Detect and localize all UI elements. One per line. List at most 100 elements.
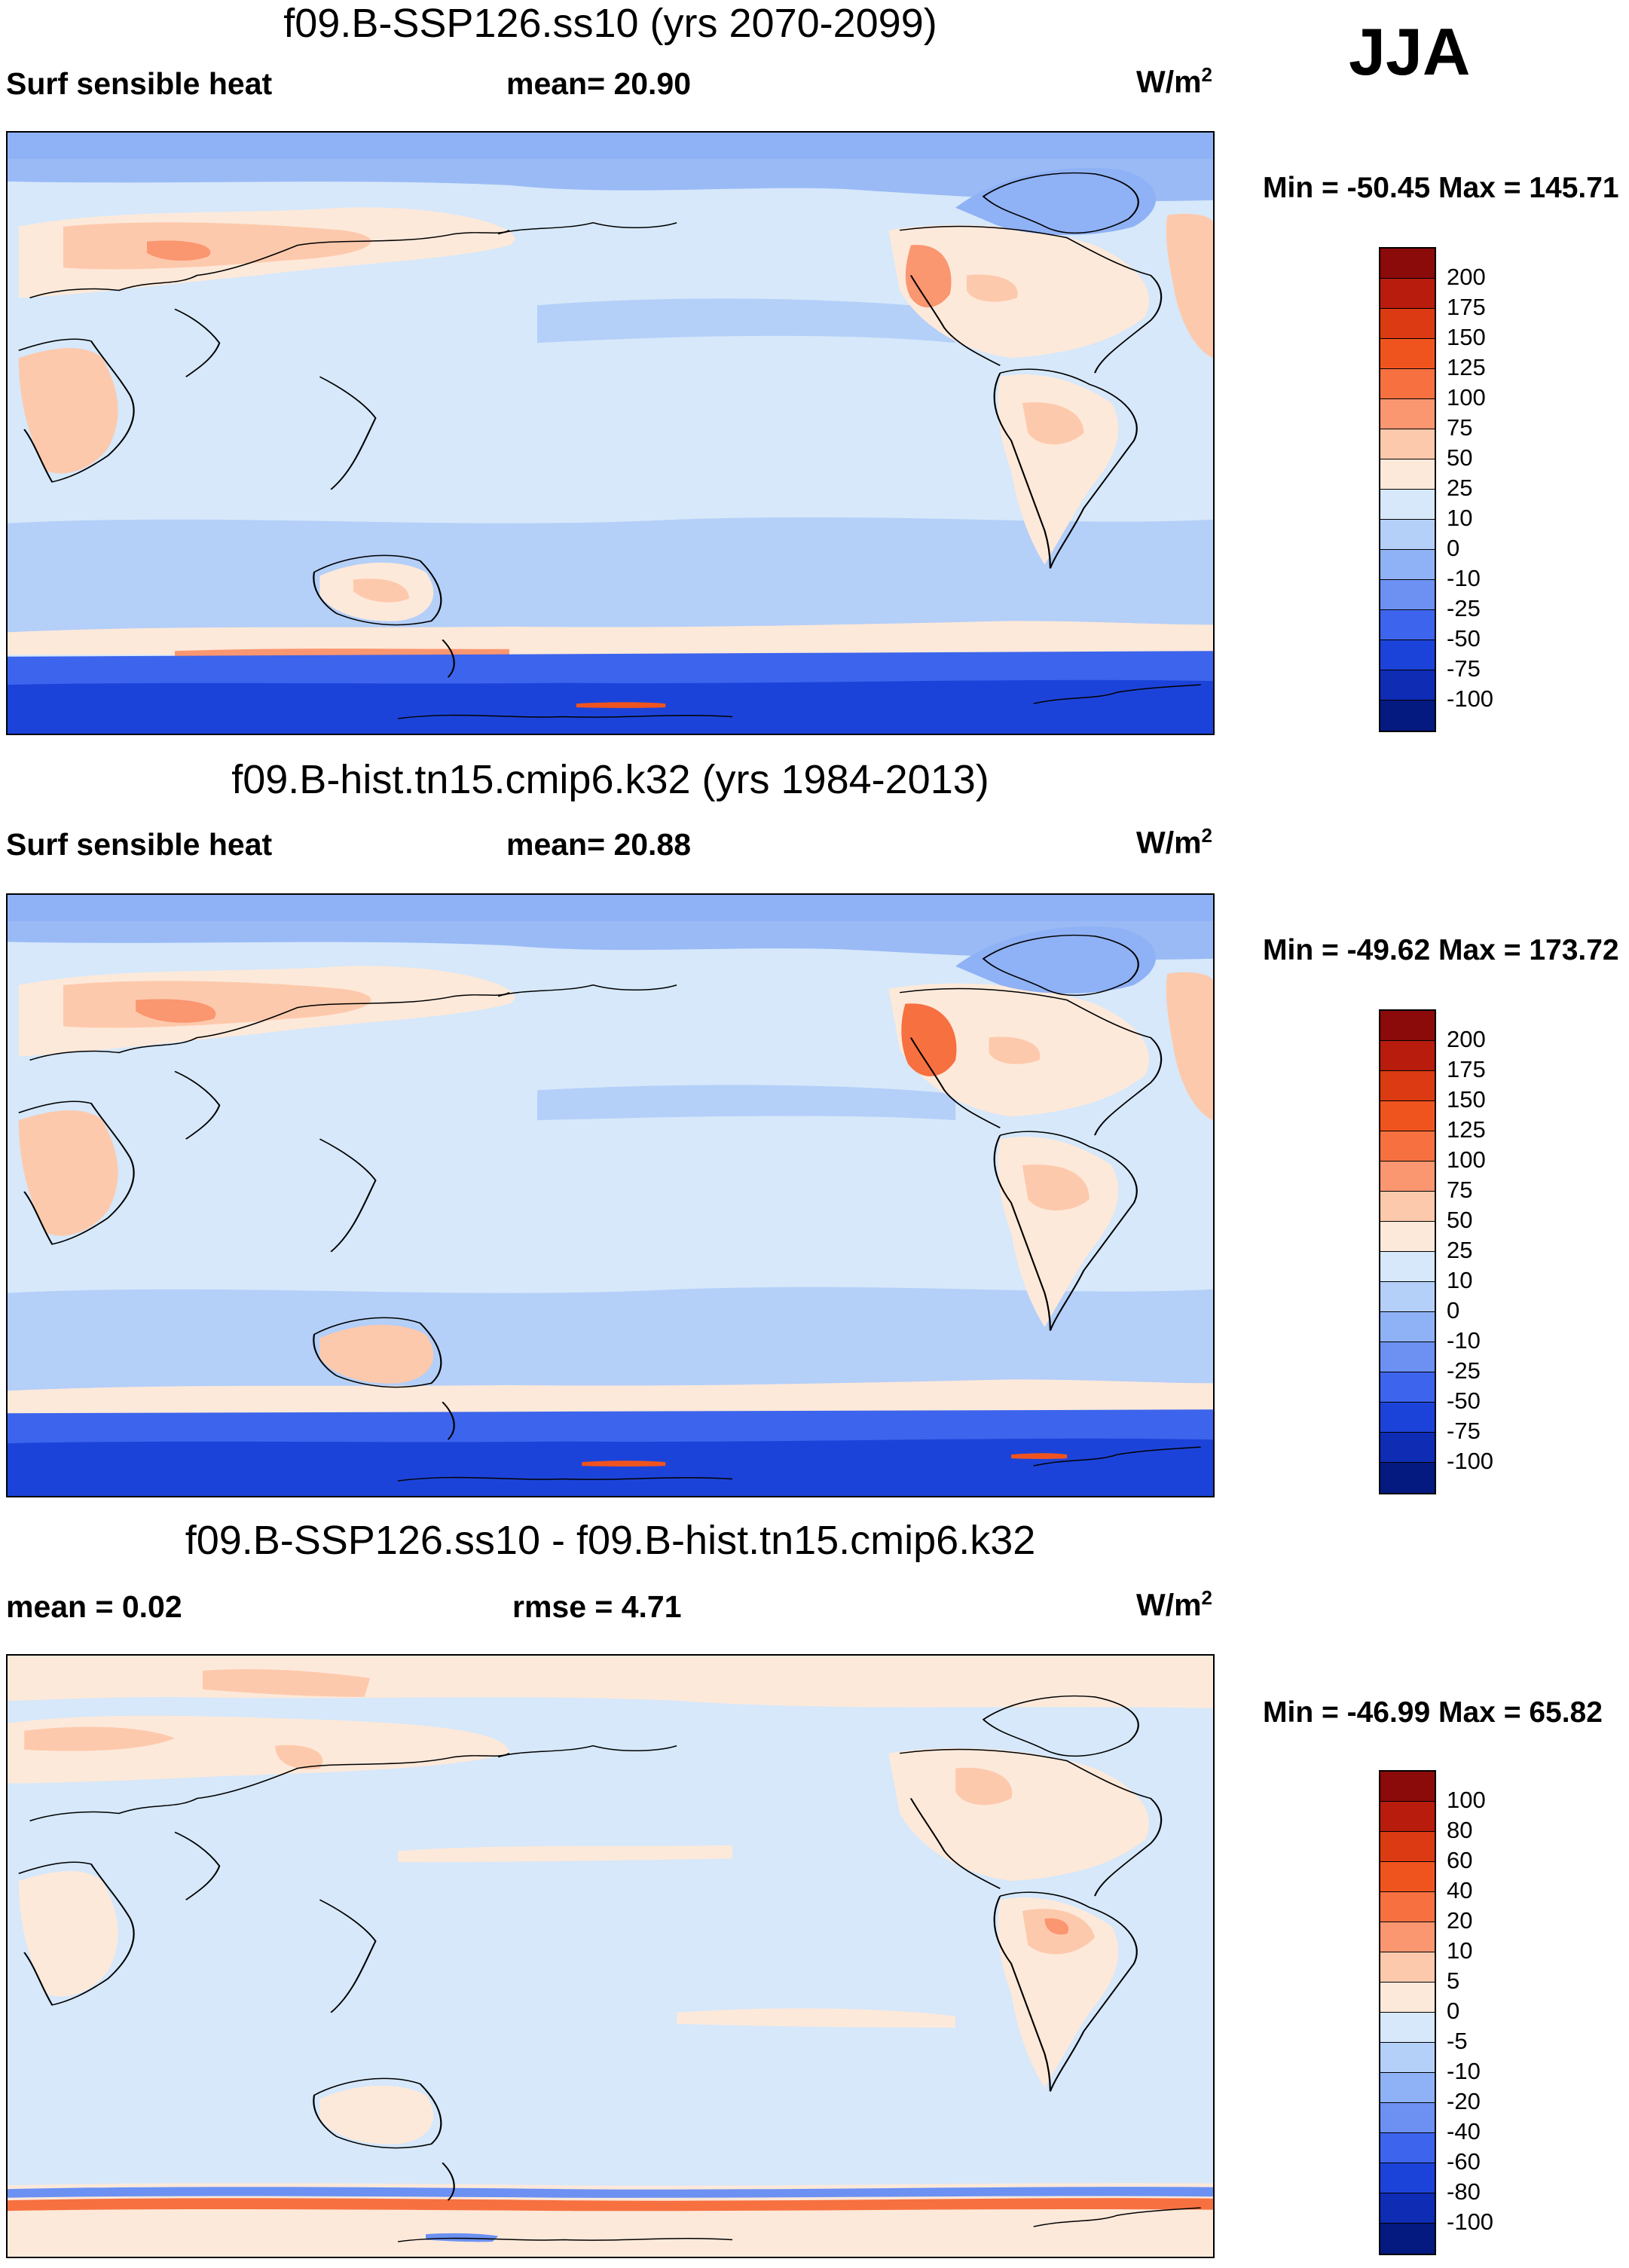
colorbar-label: 60 xyxy=(1447,1847,1473,1873)
colorbar-label: 0 xyxy=(1447,1998,1460,2024)
colorbar-box xyxy=(1380,309,1435,339)
colorbar-label: -100 xyxy=(1447,685,1494,712)
colorbar-box xyxy=(1380,1011,1435,1041)
panel-2-units: W/m2 xyxy=(1136,824,1212,861)
colorbar-label: 10 xyxy=(1447,1937,1473,1964)
colorbar-box xyxy=(1380,1433,1435,1463)
colorbar-box xyxy=(1380,399,1435,429)
colorbar-box xyxy=(1380,2043,1435,2073)
colorbar-label: -100 xyxy=(1447,2208,1494,2235)
colorbar-box xyxy=(1380,640,1435,670)
colorbar-label: -25 xyxy=(1447,595,1481,621)
colorbar-box xyxy=(1380,580,1435,610)
panel-1-variable-label: Surf sensible heat xyxy=(6,66,273,101)
colorbar-label: -75 xyxy=(1447,655,1481,682)
panel-1-minmax: Min = -50.45 Max = 145.71 xyxy=(1263,172,1619,204)
colorbar-box xyxy=(1380,1403,1435,1433)
colorbar-box xyxy=(1380,2073,1435,2103)
colorbar-box xyxy=(1380,249,1435,279)
colorbar-box xyxy=(1380,429,1435,459)
panel-3-map-svg xyxy=(8,1656,1213,2257)
colorbar-label: 75 xyxy=(1447,414,1473,441)
colorbar-box xyxy=(1380,2133,1435,2163)
colorbar-box xyxy=(1380,520,1435,550)
panel-2-mean-label: mean= 20.88 xyxy=(506,827,692,862)
colorbar-label: 200 xyxy=(1447,1026,1486,1052)
colorbar-label: 100 xyxy=(1447,384,1486,411)
colorbar-label: -10 xyxy=(1447,2058,1481,2084)
colorbar-box xyxy=(1380,1131,1435,1161)
colorbar-label: 175 xyxy=(1447,1056,1486,1082)
colorbar-box xyxy=(1380,1192,1435,1222)
panel-1-units-exp: 2 xyxy=(1201,63,1213,86)
colorbar-box xyxy=(1380,1161,1435,1192)
colorbar-box xyxy=(1380,1071,1435,1101)
colorbar-label: 50 xyxy=(1447,444,1473,471)
colorbar-label: 200 xyxy=(1447,264,1486,290)
panel-2-minmax: Min = -49.62 Max = 173.72 xyxy=(1263,934,1619,966)
colorbar-label: -50 xyxy=(1447,625,1481,652)
colorbar-label: 50 xyxy=(1447,1207,1473,1233)
colorbar-label: 100 xyxy=(1447,1787,1486,1813)
colorbar-box xyxy=(1380,1222,1435,1252)
colorbar-box xyxy=(1380,2103,1435,2133)
colorbar-label: -20 xyxy=(1447,2088,1481,2114)
panel-3-units-base: W/m xyxy=(1136,1587,1202,1622)
colorbar-label: 125 xyxy=(1447,354,1486,380)
colorbar-box xyxy=(1380,1342,1435,1372)
panel-1-mean-label: mean= 20.90 xyxy=(506,66,692,101)
panel-2-variable-label: Surf sensible heat xyxy=(6,827,273,862)
colorbar-box xyxy=(1380,459,1435,490)
panel-3-units-exp: 2 xyxy=(1201,1586,1213,1609)
colorbar-label: 10 xyxy=(1447,505,1473,531)
panel-3-colorbar xyxy=(1379,1770,1436,2255)
colorbar-label: 20 xyxy=(1447,1907,1473,1934)
colorbar-box xyxy=(1380,369,1435,399)
colorbar-box xyxy=(1380,1463,1435,1493)
colorbar-label: 80 xyxy=(1447,1817,1473,1843)
colorbar-box xyxy=(1380,1922,1435,1952)
colorbar-label: -75 xyxy=(1447,1418,1481,1444)
panel-2-units-exp: 2 xyxy=(1201,824,1213,847)
panel-2-map xyxy=(6,893,1215,1497)
colorbar-label: 175 xyxy=(1447,294,1486,320)
colorbar-label: 75 xyxy=(1447,1177,1473,1203)
colorbar-box xyxy=(1380,1832,1435,1862)
colorbar-box xyxy=(1380,1983,1435,2013)
colorbar-box xyxy=(1380,610,1435,640)
panel-1-title: f09.B-SSP126.ss10 (yrs 2070-2099) xyxy=(283,1,937,46)
colorbar-label: 25 xyxy=(1447,475,1473,501)
colorbar-label: -100 xyxy=(1447,1448,1494,1474)
panel-1-map xyxy=(6,131,1215,735)
colorbar-box xyxy=(1380,1252,1435,1282)
colorbar-label: 0 xyxy=(1447,1297,1460,1323)
season-label: JJA xyxy=(1349,14,1471,89)
colorbar-box xyxy=(1380,2013,1435,2043)
colorbar-label: -5 xyxy=(1447,2028,1468,2054)
colorbar-box xyxy=(1380,1862,1435,1892)
colorbar-box xyxy=(1380,2163,1435,2193)
colorbar-label: 0 xyxy=(1447,535,1460,561)
colorbar-label: 100 xyxy=(1447,1146,1486,1173)
colorbar-label: -10 xyxy=(1447,565,1481,591)
panel-3-units: W/m2 xyxy=(1136,1586,1212,1623)
panel-1-units: W/m2 xyxy=(1136,63,1212,100)
panel-2-map-svg xyxy=(8,895,1213,1496)
colorbar-box xyxy=(1380,339,1435,369)
colorbar-label: 125 xyxy=(1447,1116,1486,1143)
panel-3-title: f09.B-SSP126.ss10 - f09.B-hist.tn15.cmip… xyxy=(185,1518,1036,1563)
panel-2-colorbar xyxy=(1379,1009,1436,1494)
colorbar-box xyxy=(1380,2224,1435,2254)
colorbar-label: -60 xyxy=(1447,2148,1481,2175)
colorbar-box xyxy=(1380,1101,1435,1131)
colorbar-label: -40 xyxy=(1447,2118,1481,2144)
colorbar-box xyxy=(1380,701,1435,731)
colorbar-label: -10 xyxy=(1447,1327,1481,1354)
colorbar-label: 40 xyxy=(1447,1877,1473,1903)
colorbar-label: 10 xyxy=(1447,1267,1473,1293)
colorbar-label: 150 xyxy=(1447,324,1486,350)
colorbar-box xyxy=(1380,1312,1435,1342)
colorbar-label: 150 xyxy=(1447,1086,1486,1113)
colorbar-box xyxy=(1380,1041,1435,1071)
panel-2-units-base: W/m xyxy=(1136,825,1202,860)
